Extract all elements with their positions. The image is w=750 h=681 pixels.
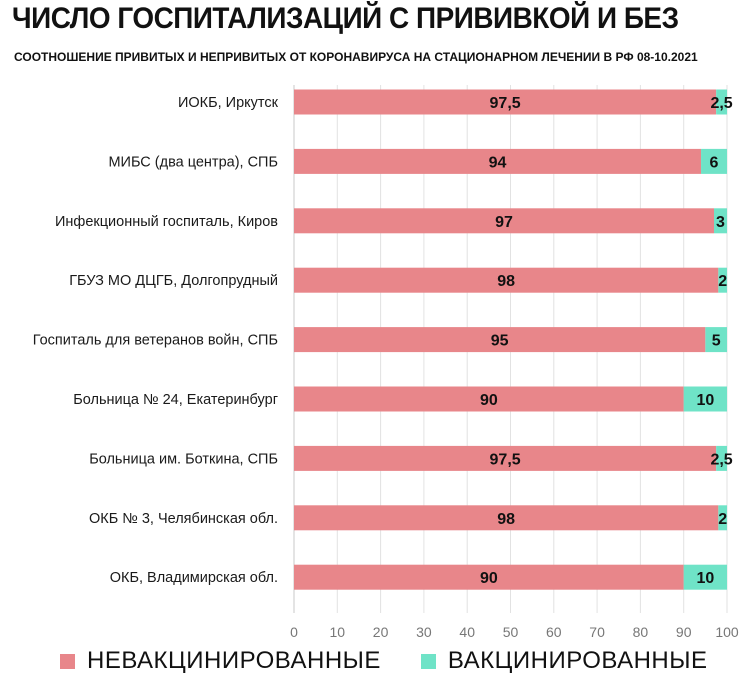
data-label-vaccinated: 2,5: [710, 95, 732, 112]
bar-unvaccinated: [294, 386, 684, 412]
data-label-unvaccinated: 97: [495, 214, 513, 231]
legend-label-unvaccinated: НЕВАКЦИНИРОВАННЫЕ: [87, 647, 381, 674]
category-label: ИОКБ, Иркутск: [178, 95, 279, 111]
x-tick-label: 60: [546, 624, 562, 640]
bar-unvaccinated: [294, 89, 717, 115]
bar-vaccinated: [705, 327, 727, 353]
data-label-unvaccinated: 98: [497, 273, 515, 290]
legend-item-vaccinated: ВАКЦИНИРОВАННЫЕ: [420, 647, 708, 675]
x-tick-label: 100: [715, 624, 739, 640]
category-label: ОКБ № 3, Челябинская обл.: [89, 511, 278, 527]
x-tick-label: 30: [416, 624, 432, 640]
bar-unvaccinated: [294, 564, 684, 590]
legend-swatch-unvaccinated: [60, 653, 75, 669]
data-label-vaccinated: 2: [718, 511, 727, 528]
legend-label-vaccinated: ВАКЦИНИРОВАННЫЕ: [447, 647, 708, 674]
data-label-vaccinated: 3: [716, 214, 725, 231]
category-label: МИБС (два центра), СПБ: [108, 154, 278, 170]
bar-vaccinated: [714, 208, 727, 234]
category-label: ГБУЗ МО ДЦГБ, Долгопрудный: [69, 273, 278, 289]
bar-vaccinated: [716, 89, 727, 115]
bar-unvaccinated: [294, 267, 719, 293]
legend: НЕВАКЦИНИРОВАННЫЕ ВАКЦИНИРОВАННЫЕ: [60, 646, 748, 676]
category-label: Госпиталь для ветеранов войн, СПБ: [33, 333, 278, 349]
x-tick-label: 70: [589, 624, 605, 640]
legend-swatch-vaccinated: [420, 653, 436, 669]
x-tick-label: 90: [676, 624, 692, 640]
bar-unvaccinated: [294, 505, 719, 531]
x-tick-label: 10: [330, 624, 346, 640]
x-tick-label: 0: [290, 624, 298, 640]
data-label-unvaccinated: 90: [480, 392, 498, 409]
x-tick-label: 40: [459, 624, 475, 640]
data-label-unvaccinated: 94: [489, 154, 507, 171]
x-tick-label: 50: [503, 624, 519, 640]
bar-vaccinated: [718, 267, 727, 293]
data-label-vaccinated: 10: [696, 392, 714, 409]
category-label: Больница им. Боткина, СПБ: [89, 451, 278, 467]
bar-unvaccinated: [294, 445, 717, 471]
category-label: Инфекционный госпиталь, Киров: [55, 214, 278, 230]
category-label: Больница № 24, Екатеринбург: [73, 392, 278, 408]
bar-unvaccinated: [294, 148, 702, 174]
data-label-unvaccinated: 95: [491, 333, 509, 350]
data-label-unvaccinated: 97,5: [490, 451, 521, 468]
bar-vaccinated: [716, 445, 727, 471]
data-label-vaccinated: 2,5: [710, 451, 732, 468]
data-label-unvaccinated: 98: [497, 511, 515, 528]
x-tick-label: 80: [633, 624, 649, 640]
bar-unvaccinated: [294, 327, 706, 353]
chart-title: ЧИСЛО ГОСПИТАЛИЗАЦИЙ С ПРИВИВКОЙ И БЕЗ: [12, 2, 679, 35]
bar-vaccinated: [683, 386, 727, 412]
bar-vaccinated: [701, 148, 727, 174]
category-label: ОКБ, Владимирская обл.: [110, 570, 278, 586]
bar-vaccinated: [718, 505, 727, 531]
chart-subtitle: СООТНОШЕНИЕ ПРИВИТЫХ И НЕПРИВИТЫХ ОТ КОР…: [14, 50, 698, 64]
x-tick-label: 20: [373, 624, 389, 640]
data-label-vaccinated: 5: [712, 333, 721, 350]
data-label-vaccinated: 10: [696, 570, 714, 587]
data-label-unvaccinated: 97,5: [490, 95, 521, 112]
bar-unvaccinated: [294, 208, 715, 234]
data-label-vaccinated: 6: [710, 154, 719, 171]
bar-vaccinated: [683, 564, 727, 590]
data-label-unvaccinated: 90: [480, 570, 498, 587]
data-label-vaccinated: 2: [718, 273, 727, 290]
legend-item-unvaccinated: НЕВАКЦИНИРОВАННЫЕ: [60, 647, 381, 675]
